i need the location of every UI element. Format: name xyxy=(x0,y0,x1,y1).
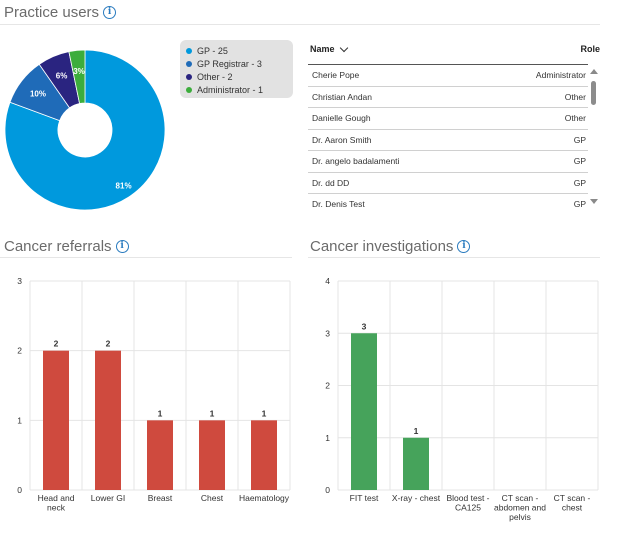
y-tick-label: 0 xyxy=(325,485,330,495)
cancer-referrals-title: Cancer referrals i xyxy=(4,238,129,255)
user-role: GP xyxy=(573,156,586,166)
legend-dot-icon xyxy=(186,61,192,68)
y-tick-label: 1 xyxy=(325,433,330,443)
practice-users-table: Name Role Cherie Pope Administrator Chri… xyxy=(308,40,600,210)
x-category-label: CT scan -chest xyxy=(554,493,591,513)
x-category-label: Lower GI xyxy=(91,493,126,503)
legend-item-gp-registrar[interactable]: GP Registrar - 3 xyxy=(186,58,287,71)
pie-percent-label: 3% xyxy=(73,67,85,76)
x-category-label: X-ray - chest xyxy=(392,493,441,503)
table-scrollbar[interactable] xyxy=(588,66,600,206)
section-divider xyxy=(308,257,600,258)
legend-label: Other - 2 xyxy=(197,71,233,82)
user-name: Dr. dd DD xyxy=(312,177,350,188)
user-role: GP xyxy=(573,134,586,145)
info-icon[interactable]: i xyxy=(103,6,117,19)
legend-item-administrator[interactable]: Administrator - 1 xyxy=(186,83,287,96)
legend-item-other[interactable]: Other - 2 xyxy=(186,71,287,84)
y-tick-label: 2 xyxy=(325,381,330,391)
pie-slice-administrator[interactable] xyxy=(68,49,86,105)
cancer-referrals-bar-chart: 0 1 2 3 2 Head and neck 2 Lower GI 1 Breast 1 Chest 1… xyxy=(17,276,291,513)
bar[interactable] xyxy=(43,350,69,490)
x-category-label: Breast xyxy=(148,493,173,503)
practice-users-title: Practice users i xyxy=(4,4,117,21)
cancer-investigations-title-text: Cancer investigations xyxy=(310,238,454,255)
user-role: Administrator xyxy=(535,70,586,80)
bar[interactable] xyxy=(251,420,277,490)
table-header: Name Role xyxy=(310,43,600,60)
table-row[interactable]: Dr. angelo badalamenti GP xyxy=(308,150,588,172)
table-row[interactable]: Dr. Aaron Smith GP xyxy=(308,128,588,151)
y-tick-label: 1 xyxy=(17,415,22,425)
x-category-label: CT scan -abdomen and pelvis xyxy=(494,493,546,522)
practice-users-title-text: Practice users xyxy=(4,4,100,21)
chevron-down-icon xyxy=(339,43,348,52)
legend-label: GP - 25 xyxy=(197,46,228,57)
pie-percent-label: 81% xyxy=(116,181,132,190)
bar-value-label: 1 xyxy=(414,426,419,436)
pie-percent-label: 10% xyxy=(30,90,46,99)
scroll-up-icon[interactable] xyxy=(590,69,598,74)
user-name: Danielle Gough xyxy=(312,113,371,123)
cancer-investigations-bar-chart: 0 1 2 3 4 3 FIT test 1 X-ray - chest Blood test -… xyxy=(325,276,599,522)
bar[interactable] xyxy=(351,333,377,490)
user-name: Dr. Denis Test xyxy=(312,199,365,209)
legend-dot-icon xyxy=(186,86,192,93)
bar[interactable] xyxy=(403,437,429,490)
legend-label: GP Registrar - 3 xyxy=(197,59,262,70)
user-role: GP xyxy=(573,177,586,188)
scroll-thumb[interactable] xyxy=(591,81,596,105)
table-row[interactable]: Cherie Pope Administrator xyxy=(308,64,588,86)
user-name: Christian Andan xyxy=(312,91,373,102)
x-category-label: Head and neck xyxy=(38,493,75,513)
bar-value-label: 2 xyxy=(54,339,59,349)
info-icon[interactable]: i xyxy=(457,240,471,253)
bar-value-label: 1 xyxy=(158,408,163,418)
user-role: Other xyxy=(564,113,586,123)
user-role: Other xyxy=(564,91,586,102)
legend-label: Administrator - 1 xyxy=(197,84,264,95)
name-column-header[interactable]: Name xyxy=(310,43,348,54)
table-row[interactable]: Dr. Denis Test GP xyxy=(308,193,588,210)
user-name: Dr. angelo badalamenti xyxy=(312,156,400,166)
bar[interactable] xyxy=(95,350,121,490)
role-column-header[interactable]: Role xyxy=(580,44,600,54)
x-category-label: Haematology xyxy=(239,493,290,503)
user-role: GP xyxy=(573,199,586,209)
y-tick-label: 0 xyxy=(17,485,22,495)
name-column-label: Name xyxy=(310,44,335,54)
scroll-down-icon[interactable] xyxy=(590,199,598,204)
legend-dot-icon xyxy=(186,73,192,80)
pie-percent-label: 6% xyxy=(56,71,68,80)
pie-legend: GP - 25 GP Registrar - 3 Other - 2 Admin… xyxy=(180,40,293,98)
table-row[interactable]: Danielle Gough Other xyxy=(308,107,588,129)
y-tick-label: 2 xyxy=(17,346,22,356)
x-category-label: Blood test -CA125 xyxy=(447,493,490,513)
legend-dot-icon xyxy=(186,48,192,55)
table-row[interactable]: Christian Andan Other xyxy=(308,85,588,108)
info-icon[interactable]: i xyxy=(115,240,129,253)
x-category-label: Chest xyxy=(201,493,224,503)
y-tick-label: 3 xyxy=(325,328,330,338)
table-body: Cherie Pope Administrator Christian Anda… xyxy=(308,64,588,210)
bar-value-label: 1 xyxy=(210,408,215,418)
y-tick-label: 4 xyxy=(325,276,330,286)
practice-users-donut-chart: 81% 10% 6% 3% xyxy=(4,49,166,211)
x-category-label: FIT test xyxy=(350,493,379,503)
legend-item-gp[interactable]: GP - 25 xyxy=(186,45,287,58)
bar[interactable] xyxy=(199,420,225,490)
pie-slice-gp[interactable] xyxy=(4,49,166,211)
user-name: Dr. Aaron Smith xyxy=(312,134,372,145)
user-name: Cherie Pope xyxy=(312,70,360,80)
table-row[interactable]: Dr. dd DD GP xyxy=(308,171,588,194)
bar-value-label: 1 xyxy=(262,408,267,418)
cancer-referrals-title-text: Cancer referrals xyxy=(4,238,112,255)
bar-value-label: 3 xyxy=(362,321,367,331)
section-divider xyxy=(0,24,600,25)
bar-value-label: 2 xyxy=(106,339,111,349)
section-divider xyxy=(0,257,292,258)
bar[interactable] xyxy=(147,420,173,490)
y-tick-label: 3 xyxy=(17,276,22,286)
cancer-investigations-title: Cancer investigations i xyxy=(310,238,471,255)
